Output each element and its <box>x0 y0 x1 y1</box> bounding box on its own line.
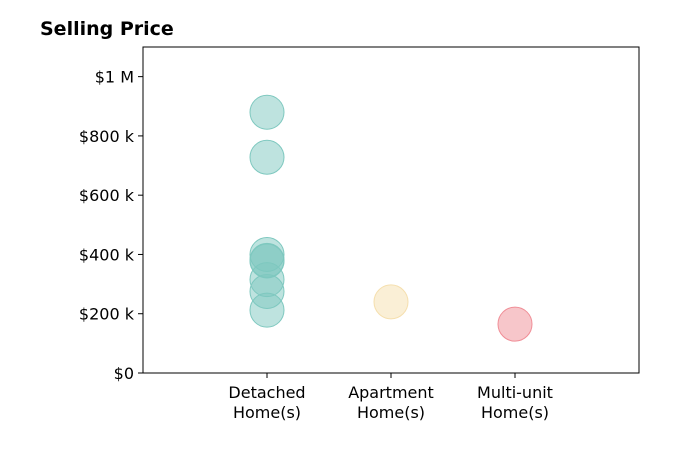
y-tick-label: $1 M <box>95 68 134 87</box>
data-point <box>373 284 409 320</box>
data-point <box>249 94 285 130</box>
y-axis: $0 $200 k $400 k $600 k $800 k $1 M <box>79 68 143 383</box>
y-tick-label: $400 k <box>79 245 135 264</box>
data-point <box>249 139 285 175</box>
plot-frame <box>142 46 640 374</box>
x-tick-label: Multi-unit <box>477 383 553 402</box>
x-tick-label: Home(s) <box>357 403 425 422</box>
plot-area <box>249 94 533 342</box>
y-tick-label: $0 <box>114 364 134 383</box>
y-tick-label: $200 k <box>79 305 135 324</box>
data-point <box>249 292 285 328</box>
x-tick-label: Apartment <box>348 383 434 402</box>
x-axis: DetachedHome(s)ApartmentHome(s)Multi-uni… <box>228 373 553 422</box>
y-tick-label: $800 k <box>79 127 135 146</box>
x-tick-label: Home(s) <box>233 403 301 422</box>
y-tick-label: $600 k <box>79 186 135 205</box>
x-tick-label: Detached <box>228 383 305 402</box>
chart-title: Selling Price <box>40 18 174 40</box>
data-point <box>497 306 533 342</box>
x-tick-label: Home(s) <box>481 403 549 422</box>
